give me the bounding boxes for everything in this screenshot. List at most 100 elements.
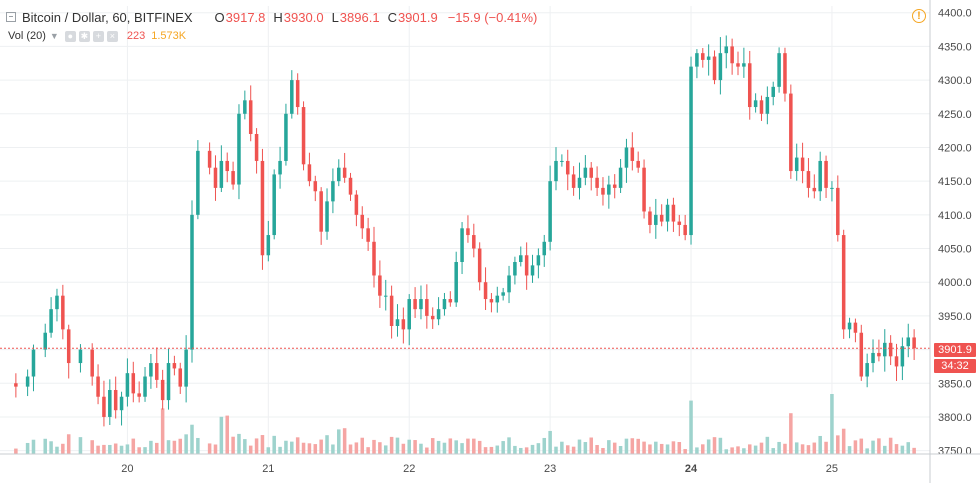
chevron-down-icon[interactable]: ▼ — [49, 31, 59, 41]
candle-body — [301, 107, 306, 165]
volume-bar — [906, 442, 911, 454]
candle-body — [436, 309, 441, 320]
candle-body — [912, 337, 916, 349]
candle-body — [407, 299, 411, 330]
candle-body — [519, 255, 523, 262]
volume-bar — [248, 445, 253, 454]
volume-bar — [184, 434, 188, 454]
countdown-badge: 34:32 — [934, 359, 976, 373]
volume-bar — [865, 448, 869, 454]
volume-bar — [372, 439, 376, 454]
candle-body — [759, 100, 764, 114]
eye-icon[interactable]: ● — [64, 30, 76, 42]
volume-bar — [571, 446, 576, 454]
y-tick-label: 4350.0 — [938, 41, 972, 53]
volume-bar — [630, 438, 635, 454]
last-price-badge: 3901.9 — [934, 343, 976, 357]
candle-body — [612, 184, 617, 188]
plus-icon[interactable]: + — [92, 30, 104, 42]
candle-body — [360, 214, 365, 229]
volume-bar — [800, 444, 805, 454]
candle-body — [219, 160, 224, 188]
y-tick-label: 3800.0 — [938, 412, 972, 424]
close-icon[interactable]: × — [106, 30, 118, 42]
volume-bar — [495, 445, 500, 454]
volume-bar — [542, 437, 547, 454]
volume-bar — [765, 436, 770, 454]
alert-icon[interactable]: ! — [912, 9, 926, 23]
candle-body — [207, 150, 212, 168]
candle-body — [78, 349, 83, 364]
volume-bar — [648, 444, 652, 454]
volume-bar — [794, 442, 799, 454]
volume-bar — [348, 444, 353, 454]
volume-bar — [331, 444, 335, 454]
collapse-icon[interactable] — [6, 12, 16, 22]
candle-body — [389, 295, 394, 326]
volume-bar — [90, 440, 94, 454]
candle-body — [337, 167, 341, 182]
volume-bar — [554, 446, 558, 454]
candle-body — [513, 262, 517, 276]
volume-bar — [401, 443, 406, 454]
volume-bar — [472, 438, 476, 454]
volume-bar — [113, 443, 118, 454]
candle-body — [583, 167, 588, 178]
volume-bar — [695, 447, 699, 454]
candle-body — [624, 147, 629, 168]
volume-bar — [483, 447, 488, 454]
y-tick-label: 4300.0 — [938, 75, 972, 87]
candle-body — [865, 363, 869, 377]
candle-body — [254, 134, 259, 161]
volume-bar — [31, 439, 36, 454]
candle-body — [260, 160, 265, 256]
candle-body — [419, 299, 423, 310]
candle-body — [894, 356, 899, 367]
volume-bar — [61, 443, 65, 454]
volume-bar — [689, 400, 693, 454]
settings-icon[interactable]: ✱ — [78, 30, 90, 42]
candle-body — [712, 56, 717, 81]
candle-body — [659, 214, 664, 222]
candle-body — [489, 299, 494, 303]
candle-body — [724, 46, 729, 54]
volume-bar — [742, 448, 746, 454]
candle-body — [119, 396, 124, 411]
volume-bar — [196, 437, 200, 454]
volume-bar — [131, 438, 136, 454]
candle-body — [648, 211, 652, 225]
candle-body — [425, 299, 429, 316]
candle-body — [753, 100, 758, 108]
candle-body — [701, 53, 705, 60]
candle-body — [466, 228, 470, 236]
candle-body — [243, 100, 247, 114]
volume-bar — [783, 443, 787, 454]
volume-bar — [137, 447, 141, 454]
volume-bar — [389, 436, 394, 454]
volume-bar — [853, 440, 858, 454]
volume-bar — [272, 435, 276, 454]
candle-body — [137, 393, 141, 397]
volume-bar — [900, 445, 905, 454]
volume-bars — [14, 394, 916, 454]
volume-bar — [665, 444, 670, 454]
candle-body — [789, 93, 793, 172]
high-value: 3930.0 — [283, 9, 324, 25]
volume-bar — [618, 446, 623, 454]
volume-bar — [888, 437, 893, 454]
candle-body — [25, 376, 30, 387]
y-tick-label: 3750.0 — [938, 446, 972, 458]
volume-bar — [319, 439, 323, 454]
candle-body — [354, 194, 359, 215]
volume-bar — [683, 449, 687, 454]
volume-bar — [636, 438, 640, 454]
candle-body — [765, 96, 770, 114]
candle-body — [413, 299, 417, 310]
candle-body — [66, 329, 71, 364]
change-value: −15.9 (−0.41%) — [447, 9, 538, 25]
candle-body — [560, 160, 564, 162]
volume-bar — [824, 441, 828, 454]
volume-bar — [894, 444, 899, 454]
